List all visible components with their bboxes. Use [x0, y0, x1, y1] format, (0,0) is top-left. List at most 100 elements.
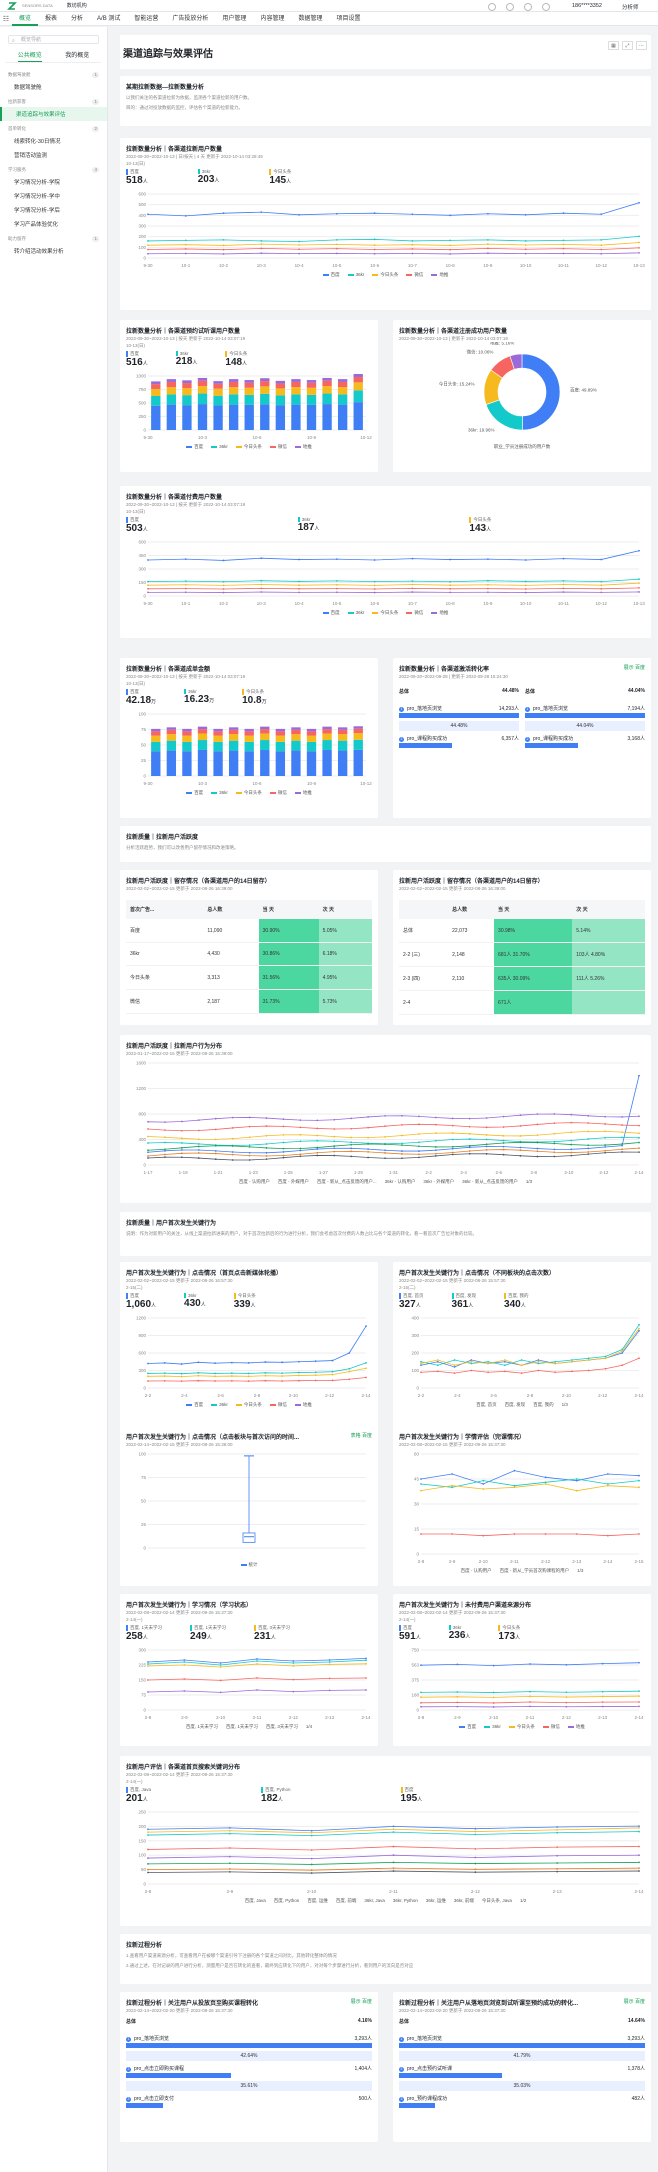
legend-item[interactable]: 地推 — [294, 1402, 312, 1408]
apps-grid-icon[interactable]: ☷ — [2, 15, 10, 23]
legend-pager[interactable]: 1/2 — [519, 1898, 527, 1903]
view-tags[interactable]: 展示 百度 — [623, 665, 645, 671]
legend-item[interactable]: 今日头条 — [235, 444, 262, 450]
legend-item[interactable]: 今日头条 — [235, 1402, 262, 1408]
table-row[interactable]: 百度 11,090 30.90% 5.05% — [126, 919, 372, 943]
legend-item[interactable]: 地推 — [431, 272, 448, 278]
legend-item[interactable]: 36kr - 新从_点击反馈的用户 — [462, 1179, 518, 1184]
legend-item[interactable]: 百度, 前端 — [335, 1898, 357, 1903]
user-role[interactable]: 分析师 — [622, 5, 639, 11]
legend-item[interactable]: 今日头条 — [508, 1724, 535, 1730]
legend-item[interactable]: 百度 - 认购用户 — [460, 1568, 492, 1573]
tab-mine[interactable]: 我的概览 — [65, 53, 90, 59]
legend-item[interactable]: 36kr, Java — [364, 1898, 385, 1903]
legend-item[interactable]: 36kr — [347, 272, 364, 278]
fullscreen-icon[interactable]: ⤢ — [622, 41, 633, 50]
nav-users[interactable]: 用户管理 — [222, 15, 247, 22]
legend-item[interactable]: 百度 — [322, 272, 340, 278]
legend-item[interactable]: 36kr — [484, 1724, 501, 1730]
legend-item[interactable]: 微信 — [269, 790, 287, 796]
legend-item[interactable]: 36kr, 运维 — [425, 1898, 446, 1903]
nav-content[interactable]: 内容管理 — [260, 15, 285, 22]
table-row[interactable]: 2-2 (三) 2,148 681人 31.70% 103人 4.80% — [399, 942, 645, 967]
legend-item[interactable]: 地推 — [431, 610, 448, 616]
nav-abtest[interactable]: A/B 测试 — [97, 15, 121, 22]
help-icon[interactable] — [488, 3, 496, 11]
nav-reports[interactable]: 报表 — [45, 15, 58, 22]
tab-public[interactable]: 公共概览 — [17, 48, 42, 62]
legend-item[interactable]: 今日头条 — [235, 790, 262, 796]
legend-item[interactable]: 百度 - 外媒用户 — [277, 1179, 309, 1184]
legend-item[interactable]: 百度 — [186, 790, 203, 796]
group-header[interactable]: 学习服务 4 — [0, 162, 107, 175]
legend-item[interactable]: 百度, 运维 — [307, 1898, 328, 1903]
sidebar-item[interactable]: 线索转化-30日情况 — [14, 139, 61, 145]
legend-item[interactable]: 百度 - 新从_点击反馈的用户... — [316, 1179, 377, 1184]
user-phone[interactable]: 186****3352 — [572, 3, 602, 9]
table-row[interactable]: 总体 22,073 30.98% 5.14% — [399, 919, 645, 943]
group-header[interactable]: 首单转化 2 — [0, 121, 107, 134]
more-icon[interactable]: ⋯ — [636, 41, 647, 50]
message-icon[interactable] — [524, 3, 532, 11]
view-tags[interactable]: 展示 百度 — [350, 1999, 372, 2005]
layout-icon[interactable]: ▦ — [608, 41, 619, 50]
legend-pager[interactable]: 1/3 — [561, 1402, 568, 1407]
legend-item[interactable]: 地推 — [567, 1724, 585, 1730]
nav-ads[interactable]: 广告投放分析 — [172, 15, 209, 22]
legend-item[interactable]: 今日头条, Java — [481, 1898, 512, 1903]
sidebar-item[interactable]: 营销活动监测 — [14, 153, 48, 159]
nav-project-settings[interactable]: 项目设置 — [336, 15, 361, 22]
sidebar-item[interactable]: 数据驾驶舱 — [14, 85, 42, 91]
legend-item[interactable]: 36kr — [347, 610, 364, 616]
legend-item[interactable]: 36kr, 前端 — [453, 1898, 474, 1903]
sidebar-item-active[interactable]: 渠道追踪与效果评估 — [0, 107, 107, 121]
sidebar-search-input[interactable]: ⌕ 概览导航 — [8, 35, 99, 44]
legend-item[interactable]: 微信 — [406, 272, 423, 278]
sidebar-item[interactable]: 转介绍活动效果分析 — [14, 249, 64, 255]
legend-item[interactable]: 36kr - 认购用户 — [384, 1179, 416, 1184]
sidebar-item[interactable]: 学习情况分析-学后 — [14, 208, 60, 214]
sidebar-item[interactable]: 学习产品体验优化 — [14, 222, 59, 228]
legend-item[interactable]: 微信 — [269, 444, 287, 450]
nav-analysis[interactable]: 分析 — [71, 15, 84, 22]
legend-item[interactable]: 36kr, Python — [392, 1898, 418, 1903]
legend-item[interactable]: 今日头条 — [372, 610, 398, 616]
legend-item[interactable]: 36kr — [211, 790, 228, 796]
sidebar-item[interactable]: 学习情况分析-学中 — [14, 194, 60, 200]
legend-pager[interactable]: 1/4 — [305, 1724, 313, 1729]
table-row[interactable]: 36kr 4,430 30.86% 6.18% — [126, 942, 372, 966]
download-icon[interactable] — [542, 3, 550, 11]
legend-item[interactable]: 百度, Python — [273, 1898, 300, 1903]
legend-item[interactable]: 36kr - 外媒用户 — [423, 1179, 455, 1184]
sidebar-item[interactable]: 学习情况分析-学院 — [14, 180, 60, 186]
view-tags[interactable]: 展示 百度 — [623, 1999, 645, 2005]
legend-item[interactable]: 百度 — [459, 1724, 476, 1730]
group-header[interactable]: 拉新获客 1 — [0, 94, 107, 107]
legend-item[interactable]: 百度 - 新从_学员首次购课程的用户 — [499, 1568, 570, 1573]
legend-item[interactable]: 微信 — [269, 1402, 287, 1408]
nav-data[interactable]: 数据管理 — [298, 15, 323, 22]
group-header[interactable]: 数据驾驶舱 1 — [0, 67, 107, 80]
legend-item[interactable]: 地推 — [294, 444, 312, 450]
legend-item[interactable]: 百度 — [322, 610, 340, 616]
legend-pager[interactable]: 1/3 — [577, 1568, 584, 1573]
nav-overview[interactable]: 概览 — [12, 12, 39, 26]
legend-item[interactable]: 百度 — [186, 444, 203, 450]
legend-item[interactable]: 微信 — [406, 610, 423, 616]
group-header[interactable]: 助力留存 1 — [0, 231, 107, 244]
legend-item[interactable]: 今日头条 — [372, 272, 398, 278]
table-row[interactable]: 微信 2,187 31.73% 5.73% — [126, 989, 372, 1014]
legend-item[interactable]: 36kr — [211, 1402, 228, 1408]
bell-icon[interactable] — [506, 3, 514, 11]
table-row[interactable]: 今日头条 3,313 31.56% 4.95% — [126, 965, 372, 990]
table-row[interactable]: 2-4 671人 — [399, 990, 645, 1015]
org-selector[interactable]: 数坊机构 — [66, 3, 87, 9]
legend-item[interactable]: 百度, Java — [244, 1898, 266, 1903]
legend-item[interactable]: 统计 — [240, 1562, 258, 1568]
view-tags[interactable]: 表格 百度 — [350, 1433, 372, 1439]
legend-item[interactable]: 百度 - 认购用户 — [238, 1179, 270, 1184]
legend-item[interactable]: 微信 — [542, 1724, 560, 1730]
legend-item[interactable]: 地推 — [294, 790, 312, 796]
legend-item[interactable]: 36kr — [211, 444, 228, 450]
legend-item[interactable]: 百度 — [186, 1402, 203, 1408]
